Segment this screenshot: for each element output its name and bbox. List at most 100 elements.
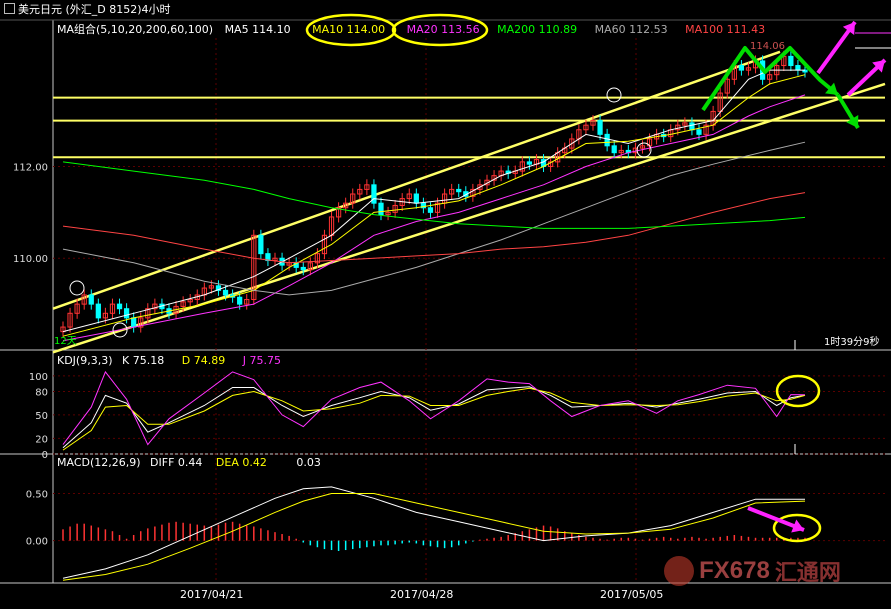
kdj-tick-label: 0 bbox=[42, 450, 48, 461]
price-tick-label: 112.00 bbox=[13, 162, 48, 173]
title-icon bbox=[4, 3, 15, 14]
candle-body bbox=[526, 161, 533, 165]
macd-value: 0.03 bbox=[296, 456, 321, 469]
macd-diff-label: DIFF bbox=[150, 456, 175, 469]
candle-body bbox=[519, 161, 525, 172]
green-projection-arrow-2-head bbox=[846, 114, 859, 128]
candle-body bbox=[413, 193, 419, 204]
kdj-line-d bbox=[62, 387, 806, 451]
candle-body bbox=[682, 122, 688, 126]
countdown: 1时39分9秒 bbox=[824, 337, 880, 348]
watermark-sub: 汇通网 bbox=[774, 561, 841, 586]
kdj-k-label: K bbox=[122, 354, 130, 367]
kdj-line-j bbox=[62, 370, 806, 446]
kdj-tick-label: 80 bbox=[35, 387, 48, 398]
candle-body bbox=[187, 299, 193, 303]
candle-body bbox=[456, 188, 462, 193]
macd-line-dea bbox=[62, 493, 806, 581]
candle-body bbox=[406, 193, 412, 200]
candle-body bbox=[371, 184, 377, 204]
candle-body bbox=[258, 234, 264, 255]
candle-body bbox=[343, 202, 349, 209]
channel-lower-line bbox=[52, 82, 886, 354]
candle-body bbox=[385, 211, 391, 216]
candle-body bbox=[215, 285, 222, 291]
candle-body bbox=[152, 303, 158, 310]
candle-body bbox=[703, 124, 709, 135]
macd-dea-label: DEA bbox=[215, 456, 239, 469]
candle-body bbox=[364, 184, 370, 190]
candle-body bbox=[102, 312, 109, 319]
candle-body bbox=[237, 296, 243, 305]
candle-body bbox=[222, 289, 229, 296]
kdj-d-label: D bbox=[181, 354, 191, 367]
ma60-name: MA60 bbox=[594, 23, 626, 36]
ma20-name: MA20 bbox=[406, 23, 438, 36]
macd-magenta-arrow-head bbox=[791, 519, 804, 533]
candle-body bbox=[717, 92, 723, 112]
candle-body bbox=[449, 188, 455, 195]
axis-labels-layer: 110.00 112.00 0 20 50 80 100 0.00 0.50 bbox=[13, 162, 48, 547]
candle-body bbox=[131, 317, 137, 328]
candle-body bbox=[590, 120, 596, 126]
grid-layer bbox=[0, 19, 891, 584]
macd-diff-value: 0.44 bbox=[177, 456, 203, 469]
ma-line-ma10 bbox=[62, 74, 806, 337]
ma20-highlight-ellipse bbox=[391, 13, 489, 47]
price-tick-label: 110.00 bbox=[13, 254, 48, 265]
kdj-d-value: 74.89 bbox=[193, 354, 226, 367]
magenta-projection-arrow-head bbox=[842, 22, 855, 36]
candle-body bbox=[321, 234, 328, 255]
candle-body bbox=[350, 193, 356, 204]
green-projection-arrow-head bbox=[825, 82, 838, 95]
touch-point-circle bbox=[69, 280, 85, 296]
last-price-label: 114.06 bbox=[750, 41, 785, 52]
kdj-legend: KDJ(9,3,3) K 75.18 D 74.89 J 75.75 bbox=[57, 354, 281, 368]
kdj-tick-label: 100 bbox=[29, 372, 48, 383]
kdj-line-k bbox=[62, 386, 806, 449]
touch-point-circle bbox=[112, 322, 128, 338]
touch-point-circle bbox=[636, 142, 652, 158]
candle-body bbox=[145, 308, 151, 319]
candle-body bbox=[251, 234, 257, 301]
candle-body bbox=[392, 204, 398, 213]
overlay-back-layer bbox=[52, 50, 886, 354]
candle-body bbox=[335, 207, 342, 218]
date-label-3: 2017/05/05 bbox=[600, 588, 664, 601]
ma-line-ma100 bbox=[62, 192, 806, 264]
kdj-j-value: 75.75 bbox=[249, 354, 281, 367]
candle-body bbox=[95, 303, 101, 319]
candle-body bbox=[434, 202, 441, 213]
chart-title: 美元日元 (外汇_D 8152)4小时 bbox=[18, 3, 171, 16]
macd-title: MACD(12,26,9) bbox=[57, 456, 141, 469]
candle-body bbox=[81, 294, 87, 305]
ma200-name: MA200 bbox=[497, 23, 536, 36]
kdj-k-value: 75.18 bbox=[132, 354, 165, 367]
candle-body bbox=[427, 207, 434, 213]
macd-highlight-ellipse bbox=[772, 513, 822, 543]
candle-body bbox=[745, 67, 752, 71]
touch-point-circle bbox=[606, 87, 622, 103]
candle-body bbox=[357, 188, 363, 195]
candle-body bbox=[611, 145, 617, 154]
watermark-logo-icon bbox=[664, 556, 694, 586]
ma-legend: MA组合(5,10,20,200,60,100) MA5 114.10 MA10… bbox=[57, 23, 765, 37]
kdj-title: KDJ(9,3,3) bbox=[57, 354, 113, 367]
candle-body bbox=[795, 65, 801, 71]
macd-tick-label: 0.50 bbox=[26, 490, 48, 501]
left-note: 12天 bbox=[54, 336, 77, 347]
candles-layer bbox=[60, 50, 808, 338]
candle-body bbox=[689, 122, 695, 131]
candle-body bbox=[67, 312, 73, 328]
candle-body bbox=[314, 253, 321, 264]
kdj-j-label: J bbox=[242, 354, 246, 367]
ma100-value: 111.43 bbox=[726, 23, 766, 36]
candle-body bbox=[724, 78, 730, 94]
annotation-layer bbox=[69, 13, 891, 543]
candle-body bbox=[738, 65, 745, 71]
watermark: FX678 汇通网 bbox=[664, 555, 841, 587]
candle-body bbox=[116, 303, 123, 310]
green-projection-arrow bbox=[701, 46, 840, 112]
candle-body bbox=[420, 202, 427, 209]
